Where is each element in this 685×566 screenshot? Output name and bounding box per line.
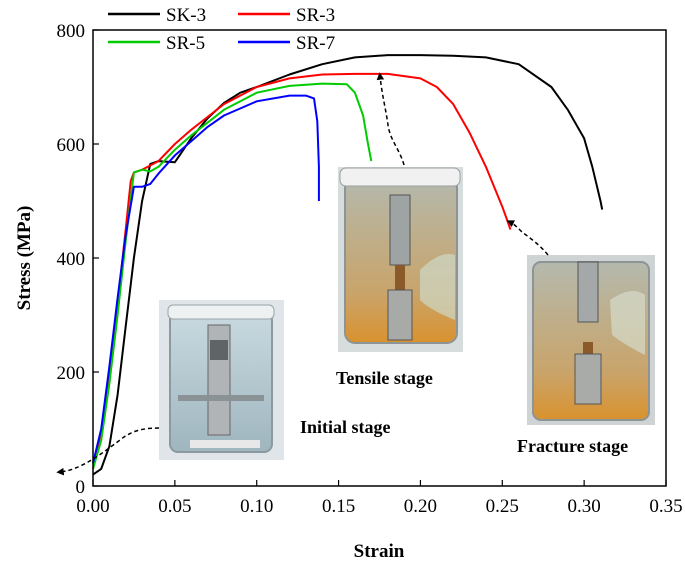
legend-label-sr-5: SR-5: [166, 33, 205, 54]
y-ticks: 0 200 400 600 800: [57, 21, 99, 498]
tensile-stage-photo: [338, 167, 463, 352]
legend-label-sr-3: SR-3: [296, 5, 335, 26]
tensile-stage-arrow: [376, 72, 405, 166]
initial-stage-photo: [159, 300, 284, 460]
x-tick-label: 0.05: [158, 496, 191, 517]
annotation-initial-stage: Initial stage: [300, 417, 391, 437]
y-tick-label: 400: [57, 249, 86, 270]
legend-label-sr-7: SR-7: [296, 33, 335, 54]
annotation-tensile-stage: Tensile stage: [336, 368, 433, 388]
x-tick-label: 0.30: [568, 496, 601, 517]
initial-stage-arrow: [56, 427, 160, 476]
series-line-sr-5: [92, 82, 373, 470]
y-tick-label: 600: [57, 135, 86, 156]
legend-label-sk-3: SK-3: [166, 5, 206, 26]
plot-area: [92, 54, 604, 476]
y-tick-label: 200: [57, 363, 86, 384]
y-tick-label: 800: [57, 21, 86, 42]
fracture-stage-arrow: [506, 220, 549, 256]
x-tick-label: 0.20: [404, 496, 437, 517]
y-axis-title: Stress (MPa): [14, 206, 35, 311]
fracture-stage-photo: [527, 255, 655, 425]
x-tick-label: 0.15: [322, 496, 355, 517]
x-tick-label: 0.00: [76, 496, 109, 517]
series-line-sr-7: [92, 94, 320, 464]
x-tick-label: 0.10: [240, 496, 273, 517]
x-tick-label: 0.25: [486, 496, 519, 517]
x-axis-title: Strain: [354, 541, 405, 562]
legend: SK-3 SR-3 SR-5 SR-7: [108, 5, 335, 54]
x-tick-label: 0.35: [649, 496, 682, 517]
y-tick-label: 0: [76, 477, 86, 498]
series-layer: [92, 54, 604, 476]
annotation-fracture-stage: Fracture stage: [517, 436, 628, 456]
x-ticks: 0.00 0.05 0.10 0.15 0.20 0.25 0.30 0.35: [76, 480, 683, 517]
